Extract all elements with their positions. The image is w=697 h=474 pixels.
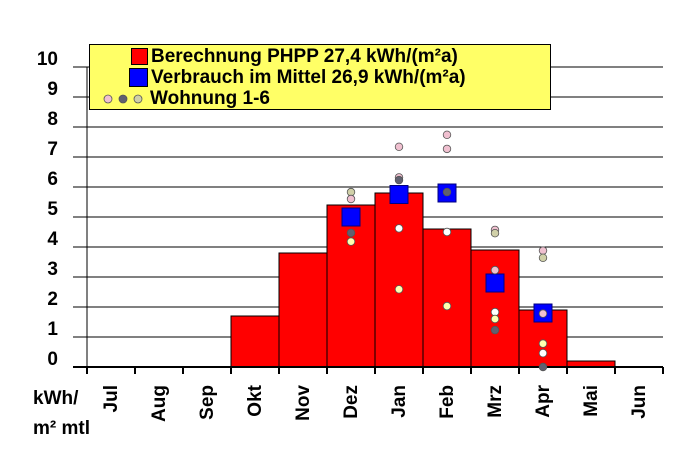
x-tick-label: Jan (389, 385, 410, 418)
y-tick-label: 9 (47, 79, 58, 100)
wohnung-dot (538, 246, 548, 255)
wohnung-dot (346, 187, 356, 197)
wohnung-dot (490, 307, 500, 317)
x-tick-label: Mrz (485, 385, 506, 418)
legend-label: Berechnung PHPP 27,4 kWh/(m²a) (151, 46, 458, 67)
legend-dot (133, 94, 143, 103)
wohnung-dot (538, 253, 548, 262)
mean-marker-Jan (389, 185, 409, 204)
legend-item-phpp: Berechnung PHPP 27,4 kWh/(m²a) (90, 46, 550, 67)
legend-dot (103, 94, 113, 103)
y-tick-label: 5 (47, 199, 58, 220)
legend-swatch-red (131, 48, 148, 65)
wohnung-dot (394, 224, 404, 233)
y-tick-label: 4 (47, 229, 58, 250)
y-tick-label: 8 (47, 109, 58, 130)
wohnung-dot (442, 301, 452, 311)
wohnung-dot (538, 309, 548, 318)
bar-Okt (230, 315, 280, 368)
wohnung-dot (394, 142, 404, 151)
y-tick-label: 1 (47, 319, 58, 340)
x-tick-label: Jul (101, 385, 122, 412)
wohnung-dot (490, 228, 500, 238)
wohnung-dot (490, 314, 500, 324)
wohnung-dot (442, 187, 452, 197)
bar-Feb (422, 228, 472, 368)
x-tick-label: Apr (533, 384, 554, 417)
legend-item-wohnung: Wohnung 1-6 (90, 88, 550, 109)
x-tick-label: Okt (245, 384, 266, 416)
legend-swatch-blue (129, 68, 148, 87)
y-tick-label: 3 (47, 259, 58, 280)
wohnung-dot (538, 362, 548, 372)
y-tick-label: 6 (47, 169, 58, 190)
wohnung-dot (538, 339, 548, 348)
wohnung-dot (442, 144, 452, 154)
y-unit-line2: m² mtl (33, 418, 90, 439)
wohnung-dot (442, 227, 452, 237)
y-tick-label: 10 (37, 49, 58, 70)
legend-label: Verbrauch im Mittel 26,9 kWh/(m²a) (151, 67, 466, 88)
wohnung-dot (442, 130, 452, 139)
legend-dot (118, 94, 128, 103)
x-tick-label: Nov (293, 385, 314, 421)
wohnung-dot (394, 175, 404, 185)
y-tick-label: 2 (47, 289, 58, 310)
x-tick-label: Mai (581, 385, 602, 417)
bar-Jan (374, 192, 424, 368)
wohnung-dot (346, 194, 356, 204)
legend-dots-icon (103, 94, 143, 103)
mean-marker-Mrz (485, 273, 505, 293)
x-tick-label: Aug (149, 385, 170, 422)
x-tick-label: Jun (629, 385, 650, 419)
wohnung-dot (538, 349, 548, 358)
x-tick-label: Feb (437, 385, 458, 419)
wohnung-dot (490, 265, 500, 275)
wohnung-dot (346, 237, 356, 246)
legend: Berechnung PHPP 27,4 kWh/(m²a) Verbrauch… (89, 44, 551, 110)
y-unit-line1: kWh/ (33, 388, 79, 409)
mean-marker-Dez (341, 207, 361, 227)
x-tick-label: Sep (197, 385, 218, 420)
wohnung-dot (394, 285, 404, 294)
legend-label: Wohnung 1-6 (150, 88, 270, 109)
x-tick-label: Dez (341, 385, 362, 419)
y-tick-label: 0 (47, 349, 58, 370)
bar-Nov (278, 252, 328, 368)
wohnung-dot (490, 325, 500, 335)
legend-item-verbrauch: Verbrauch im Mittel 26,9 kWh/(m²a) (90, 67, 550, 88)
wohnung-dot (346, 228, 356, 238)
y-tick-label: 7 (47, 139, 58, 160)
